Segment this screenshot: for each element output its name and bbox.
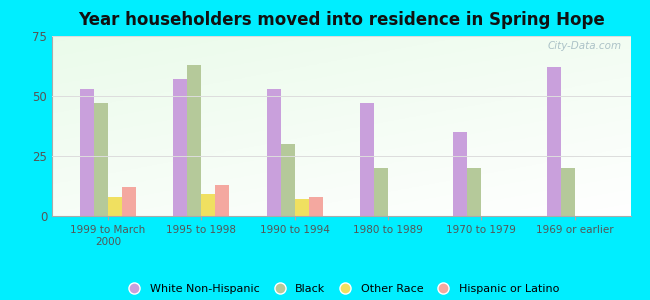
Bar [215, 185, 229, 216]
Bar [360, 103, 374, 216]
Bar [174, 79, 187, 216]
Title: Year householders moved into residence in Spring Hope: Year householders moved into residence i… [78, 11, 604, 29]
Bar [467, 168, 481, 216]
Bar [94, 103, 108, 216]
Bar [294, 199, 309, 216]
Bar [108, 197, 122, 216]
Bar [374, 168, 388, 216]
Bar [266, 89, 281, 216]
Bar [453, 132, 467, 216]
Legend: White Non-Hispanic, Black, Other Race, Hispanic or Latino: White Non-Hispanic, Black, Other Race, H… [119, 279, 564, 298]
Bar [560, 168, 575, 216]
Bar [309, 197, 322, 216]
Bar [202, 194, 215, 216]
Text: City-Data.com: City-Data.com [548, 41, 622, 51]
Bar [281, 144, 294, 216]
Bar [547, 67, 560, 216]
Bar [187, 65, 202, 216]
Bar [80, 89, 94, 216]
Bar [122, 187, 136, 216]
